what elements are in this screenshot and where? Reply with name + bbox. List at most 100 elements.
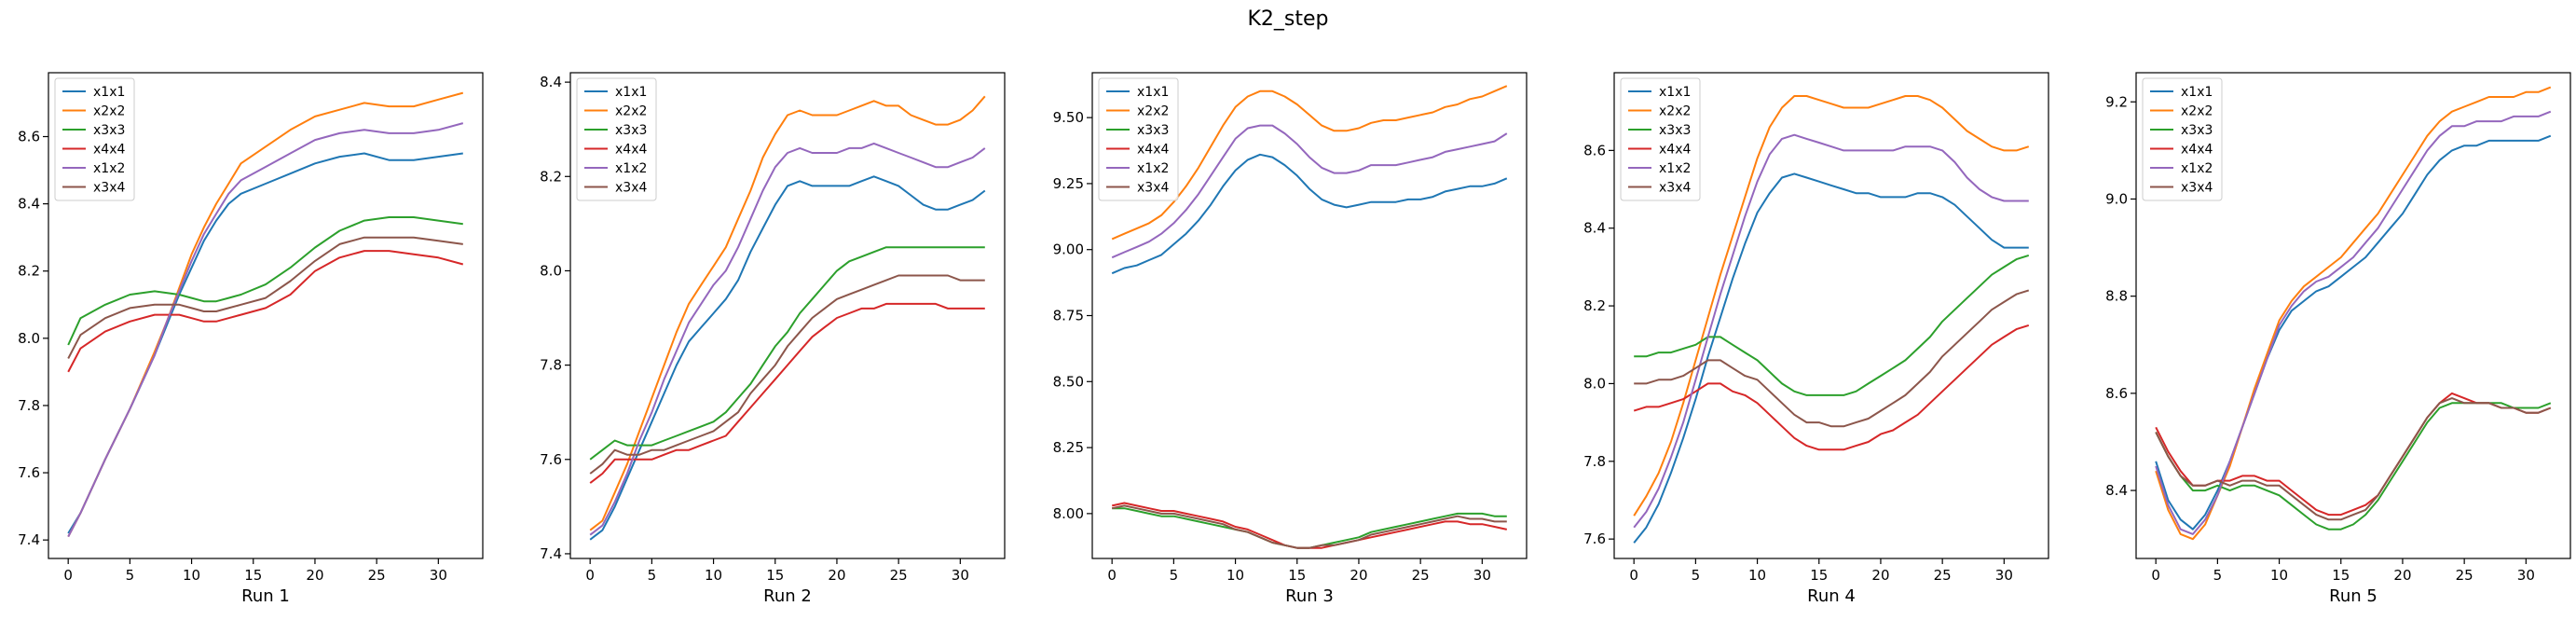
legend-label-x2x2: x2x2 <box>93 104 125 119</box>
y-tick-label: 9.2 <box>2105 93 2128 110</box>
y-tick-label: 8.6 <box>1583 142 1606 158</box>
legend-label-x1x2: x1x2 <box>1137 161 1169 176</box>
legend-box <box>1620 77 1701 201</box>
series-line-x1x2 <box>589 142 986 536</box>
x-tick-label: 20 <box>2393 567 2411 584</box>
legend-label-x2x2: x2x2 <box>615 104 647 119</box>
legend-box <box>1098 77 1179 201</box>
series-line-x3x4 <box>67 236 463 359</box>
legend-label-x3x3: x3x3 <box>1137 123 1169 138</box>
legend-label-x2x2: x2x2 <box>2181 104 2213 119</box>
x-tick-label: 25 <box>1934 567 1952 584</box>
legend-label-x3x4: x3x4 <box>93 181 125 196</box>
legend-label-x4x4: x4x4 <box>1659 143 1691 158</box>
x-axis-label: Run 3 <box>1285 586 1334 606</box>
series-line-x4x4 <box>1111 502 1508 549</box>
y-tick-label: 8.0 <box>1583 375 1606 392</box>
y-tick-label: 8.50 <box>1053 373 1084 390</box>
legend: x1x1 x2x2 x3x3 x4x4 x1x2 x3x4 <box>2142 77 2223 201</box>
y-tick-label: 9.0 <box>2105 190 2128 207</box>
y-tick-label: 7.6 <box>540 451 562 468</box>
legend-label-x3x4: x3x4 <box>615 181 647 196</box>
series-line-x1x1 <box>67 152 463 534</box>
x-tick-label: 25 <box>368 567 386 584</box>
legend-label-x1x2: x1x2 <box>615 161 647 176</box>
legend-label-x1x1: x1x1 <box>615 85 647 100</box>
series-line-x1x1 <box>1633 172 2029 544</box>
legend-label-x3x3: x3x3 <box>1659 123 1691 138</box>
legend-label-x3x4: x3x4 <box>2181 181 2213 196</box>
subplot-5: 0 5 10 15 20 25 30 8.4 8.6 8.8 9.0 9.2 Run 5 x1x1 x2x2… <box>2105 72 2571 606</box>
series-line-x3x4 <box>1634 289 2030 428</box>
axes-frame <box>569 72 1006 559</box>
series-line-x3x4 <box>589 274 985 475</box>
series-line-x3x4 <box>1111 504 1507 549</box>
x-tick-label: 0 <box>2151 567 2160 584</box>
series-line-x3x4 <box>2155 397 2552 521</box>
legend: x1x1 x2x2 x3x3 x4x4 x1x2 x3x4 <box>1098 77 1179 201</box>
series-line-x1x1 <box>1111 153 1508 275</box>
x-tick-label: 15 <box>2332 567 2350 584</box>
y-tick-label: 7.4 <box>18 531 40 548</box>
x-tick-label: 20 <box>828 567 845 584</box>
legend-label-x3x3: x3x3 <box>93 123 125 138</box>
legend-label-x1x2: x1x2 <box>93 161 125 176</box>
y-tick-label: 8.4 <box>540 74 562 90</box>
y-tick-label: 8.6 <box>2105 385 2128 402</box>
y-tick-label: 8.0 <box>540 262 562 279</box>
y-tick-label: 7.4 <box>540 545 562 562</box>
x-tick-label: 5 <box>126 567 135 584</box>
legend-label-x1x1: x1x1 <box>1137 85 1169 100</box>
x-tick-label: 10 <box>2270 567 2288 584</box>
subplot-3: 0 5 10 15 20 25 30 8.00 8.25 8.50 8.75 9.00 9.25 9.50… <box>1053 72 1528 606</box>
series-line-x3x3 <box>1634 254 2030 396</box>
x-tick-label: 30 <box>1473 567 1491 584</box>
x-axis-label: Run 2 <box>763 586 812 606</box>
series-line-x1x1 <box>589 175 986 541</box>
legend-label-x1x2: x1x2 <box>1659 161 1691 176</box>
series-line-x1x2 <box>67 122 464 538</box>
legend-label-x3x3: x3x3 <box>615 123 647 138</box>
x-tick-label: 25 <box>890 567 908 584</box>
x-tick-label: 20 <box>306 567 323 584</box>
x-tick-label: 10 <box>183 567 200 584</box>
y-tick-label: 8.2 <box>540 168 562 185</box>
x-tick-label: 30 <box>430 567 447 584</box>
x-tick-label: 25 <box>1412 567 1430 584</box>
x-tick-label: 5 <box>1692 567 1701 584</box>
x-tick-label: 5 <box>2213 567 2223 584</box>
legend-label-x3x4: x3x4 <box>1137 181 1169 196</box>
x-tick-label: 0 <box>585 567 595 584</box>
y-tick-label: 8.75 <box>1053 308 1084 324</box>
legend: x1x1 x2x2 x3x3 x4x4 x1x2 x3x4 <box>54 77 135 201</box>
subplot-1: 0 5 10 15 20 25 30 7.4 7.6 7.8 8.0 8.2 8.4 8.6 Run 1 x1… <box>18 72 484 606</box>
legend-box <box>54 77 135 201</box>
x-tick-label: 10 <box>705 567 722 584</box>
series-line-x4x4 <box>67 250 464 373</box>
legend-box <box>576 77 657 201</box>
x-tick-label: 0 <box>1629 567 1638 584</box>
x-tick-label: 10 <box>1748 567 1766 584</box>
legend: x1x1 x2x2 x3x3 x4x4 x1x2 x3x4 <box>576 77 657 201</box>
y-tick-label: 8.0 <box>18 330 40 347</box>
series-line-x1x2 <box>2155 110 2552 535</box>
y-tick-label: 9.25 <box>1053 175 1084 192</box>
subplots: 0 5 10 15 20 25 30 7.4 7.6 7.8 8.0 8.2 8.4 8.6 Run 1 x1… <box>18 72 2571 606</box>
legend-label-x2x2: x2x2 <box>1137 104 1169 119</box>
legend-label-x2x2: x2x2 <box>1659 104 1691 119</box>
axes-frame <box>2135 72 2571 559</box>
x-axis-label: Run 5 <box>2329 586 2377 606</box>
x-tick-label: 25 <box>2456 567 2473 584</box>
y-tick-label: 8.8 <box>2105 288 2128 305</box>
y-tick-label: 8.2 <box>18 263 40 280</box>
figure-title: K2_step <box>1247 7 1328 31</box>
x-tick-label: 10 <box>1226 567 1244 584</box>
series-line-x4x4 <box>1633 324 2030 451</box>
y-tick-label: 8.25 <box>1053 439 1084 456</box>
x-axis-label: Run 1 <box>241 586 290 606</box>
y-tick-label: 8.4 <box>2105 482 2128 499</box>
series-line-x3x3 <box>67 216 463 346</box>
x-tick-label: 30 <box>2517 567 2535 584</box>
